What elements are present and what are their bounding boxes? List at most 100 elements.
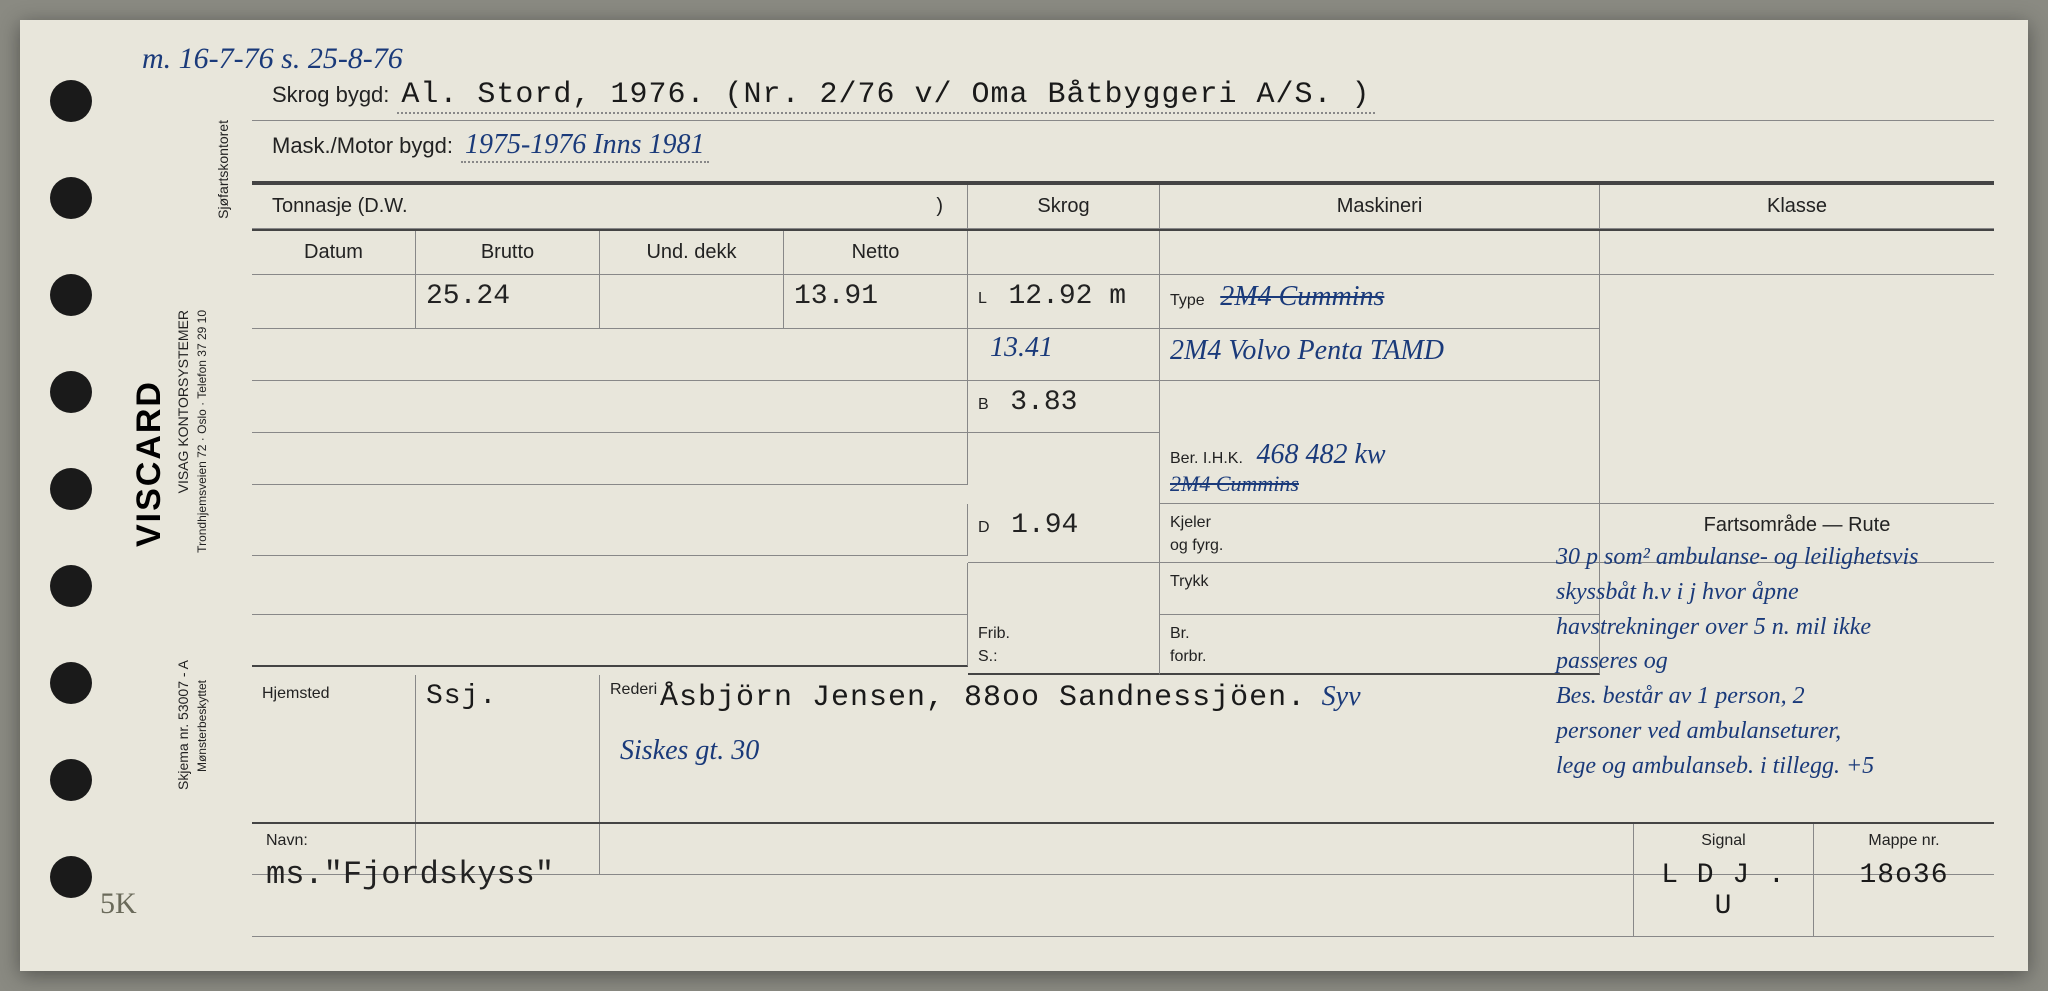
- punch-holes: [50, 80, 92, 898]
- note-l7: lege og ambulanseb. i tillegg. +5: [1556, 749, 1986, 784]
- monster-label: Mønsterbeskyttet: [195, 680, 209, 772]
- skrog-bygd-row: Skrog bygd: Al. Stord, 1976. (Nr. 2/76 v…: [252, 70, 1994, 121]
- kjeler-cell: Kjeler og fyrg.: [1160, 504, 1600, 563]
- L-cell: L 12.92 m 13.41: [968, 275, 1160, 329]
- tonn-row6: [252, 563, 968, 615]
- mask-blank1: [1160, 381, 1600, 433]
- klasse-col: [1600, 231, 1994, 275]
- br-cell: Br. forbr.: [1160, 615, 1600, 675]
- hole: [50, 565, 92, 607]
- tonn-row3: [252, 381, 968, 433]
- D-val: 1.94: [1011, 510, 1078, 541]
- mask-bygd-row: Mask./Motor bygd: 1975-1976 Inns 1981: [252, 121, 1994, 183]
- hand-top-dates: m. 16-7-76 s. 25-8-76: [142, 42, 403, 76]
- tonn-row5: [252, 504, 968, 556]
- frib-cell: Frib. S.:: [968, 615, 1160, 675]
- signal-cell: Signal L D J . U: [1634, 824, 1814, 937]
- mask-bygd-label: Mask./Motor bygd:: [272, 133, 453, 159]
- maskineri-header: Maskineri: [1160, 185, 1600, 229]
- hole: [50, 468, 92, 510]
- addr-label: Trondhjemsveien 72 · Oslo · Telefon 37 2…: [195, 310, 209, 553]
- datum-header: Datum: [252, 231, 416, 275]
- brutto-cell: 25.24: [416, 275, 600, 329]
- ship-name: ms."Fjordskyss": [266, 856, 1619, 893]
- hole: [50, 274, 92, 316]
- kjeler-label: Kjeler og fyrg.: [1170, 514, 1223, 554]
- hole: [50, 177, 92, 219]
- brand-logo: VISCARD: [130, 380, 169, 547]
- brutto-header: Brutto: [416, 231, 600, 275]
- tonn-row2: [252, 329, 968, 381]
- note-l5: Bes. består av 1 person, 2: [1556, 679, 1986, 714]
- hole: [50, 759, 92, 801]
- navn-label: Navn:: [266, 832, 1619, 850]
- rederi-hand1: Syv: [1322, 681, 1361, 712]
- type-struck: 2M4 Cummins: [1220, 281, 1384, 312]
- navn-cell: Navn: ms."Fjordskyss": [252, 824, 1634, 937]
- note-l3: havstrekninger over 5 n. mil ikke: [1556, 610, 1986, 645]
- skjema-label: Skjema nr. 53007 - A: [175, 660, 191, 790]
- hjemsted-val: Ssj.: [426, 681, 497, 712]
- trykk-label: Trykk: [1170, 573, 1209, 590]
- unddekk-cell: [600, 275, 784, 329]
- netto-header: Netto: [784, 231, 968, 275]
- skrog-blank3: [968, 563, 1160, 615]
- skrog-bygd-label: Skrog bygd:: [272, 82, 389, 108]
- skrog-bygd-value: Al. Stord, 1976. (Nr. 2/76 v/ Oma Båtbyg…: [397, 78, 1374, 114]
- note-l6: personer ved ambulanseturer,: [1556, 714, 1986, 749]
- maskineri-col: [1160, 231, 1600, 275]
- skrog-col: [968, 231, 1160, 275]
- datum-cell: [252, 275, 416, 329]
- skrog-blank2: [968, 433, 1160, 504]
- brutto-val: 25.24: [426, 281, 510, 312]
- B-cell: B 3.83: [968, 381, 1160, 433]
- type-hand: 2M4 Volvo Penta TAMD: [1170, 335, 1444, 366]
- trykk-cell: Trykk: [1160, 563, 1600, 615]
- netto-cell: 13.91: [784, 275, 968, 329]
- note-l2: skyssbåt h.v i j hvor åpne: [1556, 575, 1986, 610]
- mappe-val: 18o36: [1828, 860, 1980, 891]
- klasse-body: [1600, 275, 1994, 504]
- tonnasje-label: Tonnasje (D.W.: [272, 195, 408, 217]
- tonn-row4: [252, 433, 968, 485]
- grid-sub: Datum Brutto Und. dekk Netto: [252, 229, 1994, 275]
- B-val: 3.83: [1010, 387, 1077, 418]
- ber-label: Ber. I.H.K.: [1170, 450, 1243, 467]
- rederi-label: Rederi: [610, 681, 657, 699]
- note-l4: passeres og: [1556, 644, 1986, 679]
- D-cell: D 1.94: [968, 504, 1160, 563]
- tonnasje-header: Tonnasje (D.W. ): [252, 185, 968, 229]
- hole: [50, 662, 92, 704]
- grid-top: Tonnasje (D.W. ) Skrog Maskineri Klasse: [252, 183, 1994, 229]
- type-cell: Type 2M4 Cummins: [1160, 275, 1600, 329]
- L-label: L: [978, 290, 987, 307]
- sjofart-label: Sjøfartskontoret: [215, 120, 231, 219]
- ber-cell: Ber. I.H.K. 468 482 kw 2M4 Cummins: [1160, 433, 1600, 504]
- index-card: Sjøfartskontoret VISCARD VISAG KONTORSYS…: [20, 20, 2028, 971]
- skrog-blank: [968, 329, 1160, 381]
- mappe-label: Mappe nr.: [1828, 832, 1980, 850]
- kontorsys-label: VISAG KONTORSYSTEMER: [175, 310, 191, 493]
- frib-label: Frib.: [978, 625, 1010, 642]
- D-label: D: [978, 519, 990, 536]
- farts-notes: 30 p som² ambulanse- og leilighetsvis sk…: [1556, 540, 1986, 784]
- rederi-val: Åsbjörn Jensen, 88oo Sandnessjöen.: [660, 681, 1306, 715]
- br-label: Br. forbr.: [1170, 625, 1206, 665]
- type-hand-cell: 2M4 Volvo Penta TAMD: [1160, 329, 1600, 381]
- hole: [50, 856, 92, 898]
- mask-bygd-hand: 1975-1976 Inns 1981: [461, 129, 709, 163]
- klasse-header: Klasse: [1600, 185, 1994, 229]
- ber-struck: 2M4 Cummins: [1170, 471, 1589, 497]
- type-label: Type: [1170, 292, 1205, 309]
- hole: [50, 371, 92, 413]
- mark-5k: 5K: [100, 887, 137, 921]
- tonn-row7: [252, 615, 968, 667]
- unddekk-header: Und. dekk: [600, 231, 784, 275]
- hole: [50, 80, 92, 122]
- note-l1: 30 p som² ambulanse- og leilighetsvis: [1556, 540, 1986, 575]
- hjemsted-label: Hjemsted: [262, 685, 330, 702]
- netto-val: 13.91: [794, 281, 878, 312]
- content-area: m. 16-7-76 s. 25-8-76 Skrog bygd: Al. St…: [252, 70, 1994, 937]
- skrog-header: Skrog: [968, 185, 1160, 229]
- signal-val: L D J . U: [1648, 860, 1799, 922]
